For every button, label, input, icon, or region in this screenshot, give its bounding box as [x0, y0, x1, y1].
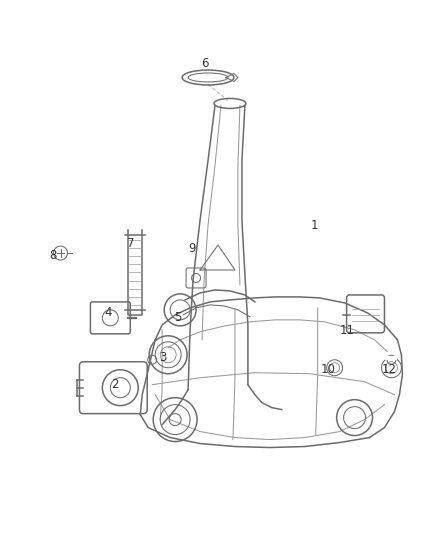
Text: 8: 8 — [49, 248, 56, 262]
Text: 12: 12 — [382, 363, 397, 376]
Text: 3: 3 — [159, 351, 167, 364]
Text: 1: 1 — [311, 219, 318, 232]
Text: 9: 9 — [188, 241, 196, 255]
Text: 11: 11 — [340, 325, 355, 337]
Text: 4: 4 — [105, 306, 112, 319]
Text: 6: 6 — [201, 57, 209, 70]
Text: 10: 10 — [320, 363, 335, 376]
Text: 2: 2 — [112, 378, 119, 391]
Text: 7: 7 — [127, 237, 134, 249]
Text: 5: 5 — [174, 311, 182, 325]
